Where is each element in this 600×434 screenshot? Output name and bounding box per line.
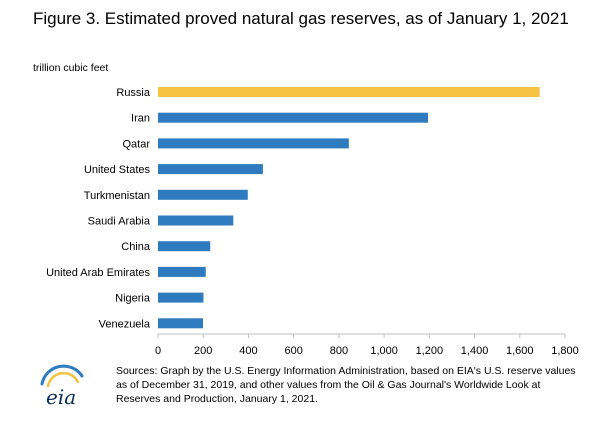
category-label: China <box>121 241 151 253</box>
category-label: Russia <box>116 87 151 99</box>
bars-group <box>158 87 540 329</box>
x-tick-label: 0 <box>155 345 161 357</box>
bar-nigeria <box>158 292 204 303</box>
units-label: trillion cubic feet <box>33 62 109 74</box>
category-label: Nigeria <box>115 293 151 305</box>
bar-china <box>158 241 211 252</box>
x-tick-label: 1,400 <box>461 345 489 357</box>
chart-title: Figure 3. Estimated proved natural gas r… <box>33 9 569 28</box>
bar-qatar <box>158 138 349 149</box>
bar-iran <box>158 112 428 123</box>
category-label: United Arab Emirates <box>46 267 150 279</box>
x-tick-label: 200 <box>194 345 212 357</box>
bar-venezuela <box>158 318 203 329</box>
x-axis-tick-labels: 0 200 400 600 800 1,000 1,200 1,400 1,600 1,800 <box>155 345 579 357</box>
eia-logo-icon: eia <box>34 364 94 417</box>
bar-united-states <box>158 164 263 175</box>
bar-united-arab-emirates <box>158 266 206 277</box>
category-label: Saudi Arabia <box>88 216 151 228</box>
x-tick-label: 600 <box>284 345 302 357</box>
bar-turkmenistan <box>158 189 248 200</box>
x-axis-ticks <box>157 334 566 338</box>
eia-logo-text: eia <box>46 385 76 409</box>
x-tick-label: 800 <box>330 345 348 357</box>
category-label: Iran <box>131 113 150 125</box>
x-tick-label: 400 <box>239 345 257 357</box>
x-tick-label: 1,000 <box>370 345 398 357</box>
x-tick-label: 1,800 <box>551 345 579 357</box>
x-tick-label: 1,600 <box>506 345 534 357</box>
category-label: Venezuela <box>99 318 151 330</box>
category-label: Qatar <box>122 138 150 150</box>
category-labels: Russia Iran Qatar United States Turkmenistan… <box>46 87 151 330</box>
category-label: Turkmenistan <box>84 190 150 202</box>
source-note: Sources: Graph by the U.S. Energy Inform… <box>116 365 576 405</box>
bar-saudi-arabia <box>158 215 234 226</box>
x-tick-label: 1,200 <box>416 345 444 357</box>
bar-russia <box>158 87 540 97</box>
category-label: United States <box>84 164 151 176</box>
